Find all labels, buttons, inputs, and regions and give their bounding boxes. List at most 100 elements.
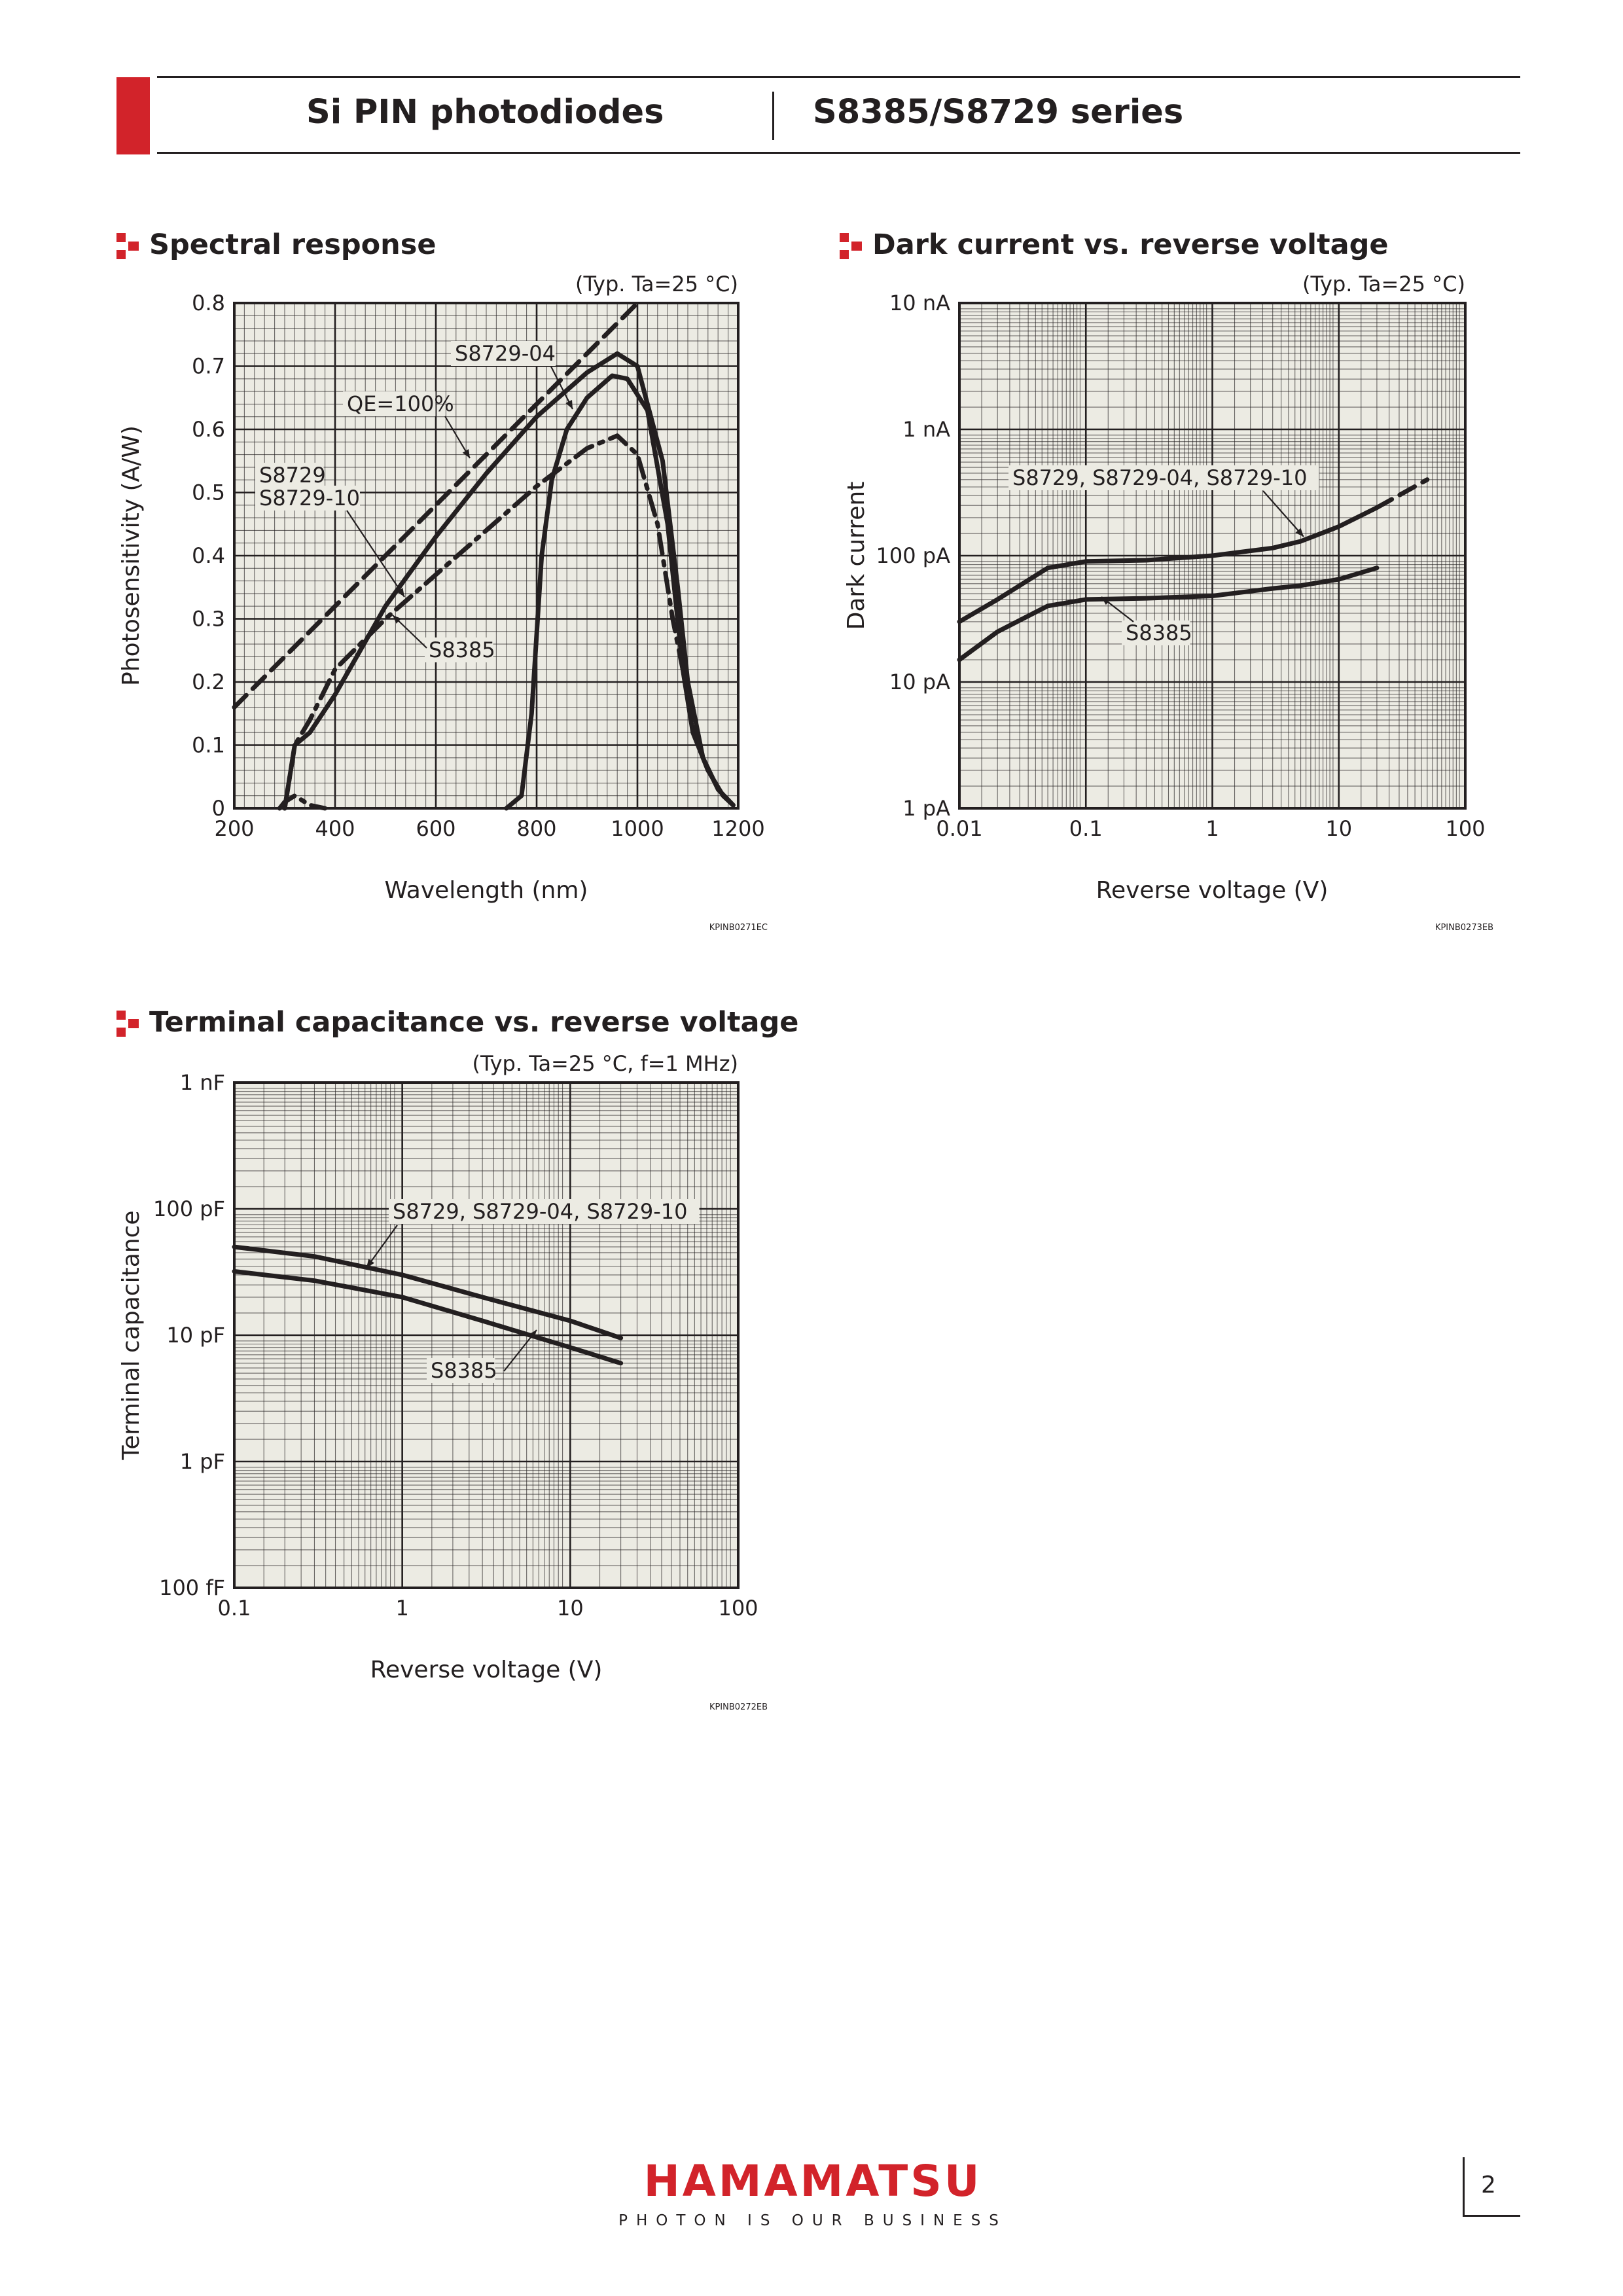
y-tick-label: 100 pF	[153, 1196, 225, 1221]
y-tick-label: 0.4	[192, 543, 225, 568]
section-bullet-icon	[116, 233, 140, 259]
plot-frame	[958, 302, 1467, 810]
section-bullet-icon	[116, 1011, 140, 1037]
curve-label-background	[1122, 620, 1190, 645]
x-axis-label: Reverse voltage (V)	[1096, 877, 1329, 904]
y-axis-label: Terminal capacitance	[118, 1210, 145, 1460]
series-curve	[504, 373, 736, 811]
x-axis-label: Wavelength (nm)	[385, 877, 588, 904]
header-top-rule	[157, 76, 1520, 78]
y-axis-label: Photosensitivity (A/W)	[118, 425, 145, 686]
y-tick-label: 0.6	[192, 417, 225, 442]
curve-label: S8729-04	[455, 341, 556, 366]
x-tick-label: 100	[1445, 816, 1485, 841]
y-tick-label: 0.3	[192, 607, 225, 632]
curve-label: S8729	[259, 463, 326, 488]
label-leader-arrowhead	[565, 400, 573, 409]
x-tick-label: 10	[557, 1596, 584, 1621]
plot-frame	[233, 1081, 740, 1589]
y-axis-label: Dark current	[843, 482, 870, 630]
label-leader-arrowhead	[397, 588, 404, 597]
series-curve	[957, 505, 1380, 624]
curve-label: S8729, S8729-04, S8729-10	[393, 1199, 687, 1224]
y-tick-label: 1 nA	[902, 417, 950, 442]
y-tick-label: 100 fF	[159, 1575, 225, 1600]
y-tick-label: 0.1	[192, 733, 225, 758]
curve-label-background	[343, 391, 436, 416]
header-product-title: S8385/S8729 series	[813, 93, 1184, 132]
figure-code: KPINB0272EB	[709, 1702, 768, 1712]
curve-label-background	[1008, 465, 1319, 490]
x-tick-label: 0.1	[1069, 816, 1103, 841]
y-tick-label: 0.8	[192, 291, 225, 315]
logo-tagline: PHOTON IS OUR BUSINESS	[618, 2212, 1007, 2229]
condition-note: (Typ. Ta=25 °C)	[1302, 272, 1465, 296]
condition-note: (Typ. Ta=25 °C, f=1 MHz)	[473, 1051, 738, 1076]
section-bullet-icon	[840, 233, 863, 259]
curve-label: QE=100%	[347, 391, 454, 416]
y-tick-label: 1 pF	[180, 1449, 225, 1474]
y-tick-label: 0.7	[192, 354, 225, 379]
header-separator	[772, 92, 774, 140]
x-tick-label: 10	[1325, 816, 1352, 841]
x-tick-label: 0.1	[218, 1596, 251, 1621]
x-tick-label: 800	[516, 816, 556, 841]
series-curve	[232, 1269, 624, 1366]
y-tick-label: 0.2	[192, 670, 225, 694]
curve-label-background	[425, 637, 493, 662]
series-curve	[232, 300, 640, 710]
series-curve	[277, 793, 328, 811]
series-curve	[232, 1244, 624, 1340]
page-number-bracket	[1463, 2157, 1465, 2216]
label-leader-line	[503, 1329, 537, 1372]
curve-label-background	[451, 341, 556, 366]
curve-label-background	[255, 486, 360, 511]
figure-code: KPINB0271EC	[709, 923, 768, 933]
x-tick-label: 600	[416, 816, 455, 841]
y-tick-label: 100 pA	[876, 543, 951, 568]
label-leader-arrowhead	[366, 1259, 374, 1268]
x-tick-label: 1000	[611, 816, 664, 841]
y-tick-label: 1 pA	[902, 796, 950, 821]
series-curve	[1374, 477, 1430, 511]
label-leader-arrowhead	[393, 615, 402, 624]
y-tick-label: 10 pA	[889, 670, 950, 694]
y-tick-label: 0.5	[192, 480, 225, 505]
x-tick-label: 1	[395, 1596, 408, 1621]
label-leader-line	[366, 1225, 398, 1268]
curve-label-background	[427, 1358, 495, 1383]
curve-label: S8385	[429, 637, 495, 662]
x-tick-label: 1	[1205, 816, 1219, 841]
y-tick-label: 10 nA	[889, 291, 950, 315]
x-axis-label: Reverse voltage (V)	[370, 1657, 603, 1683]
header-category-title: Si PIN photodiodes	[306, 93, 664, 132]
y-tick-label: 10 pF	[166, 1323, 225, 1348]
curve-label: S8729-10	[259, 486, 360, 511]
dark-current-title: Dark current vs. reverse voltage	[872, 228, 1389, 261]
label-leader-line	[346, 510, 405, 598]
plot-frame	[233, 302, 740, 810]
page-number: 2	[1481, 2172, 1496, 2198]
series-curve	[282, 351, 736, 811]
page-number-bracket	[1463, 2215, 1520, 2217]
y-tick-label: 0	[212, 796, 225, 821]
condition-note: (Typ. Ta=25 °C)	[575, 272, 738, 296]
header-bottom-rule	[157, 152, 1520, 154]
label-leader-arrowhead	[462, 449, 470, 458]
label-leader-arrowhead	[1295, 528, 1304, 537]
figure-code: KPINB0273EB	[1435, 923, 1493, 933]
hamamatsu-logo: HAMAMATSU PHOTON IS OUR BUSINESS	[616, 2160, 1009, 2230]
series-curve	[282, 433, 736, 811]
label-leader-arrowhead	[528, 1330, 537, 1339]
label-leader-line	[1262, 490, 1304, 537]
x-tick-label: 0.01	[936, 816, 982, 841]
series-curve	[957, 565, 1380, 662]
x-tick-label: 200	[214, 816, 254, 841]
x-tick-label: 100	[718, 1596, 758, 1621]
curve-label: S8729, S8729-04, S8729-10	[1012, 465, 1307, 490]
terminal-capacitance-title: Terminal capacitance vs. reverse voltage	[149, 1006, 799, 1039]
